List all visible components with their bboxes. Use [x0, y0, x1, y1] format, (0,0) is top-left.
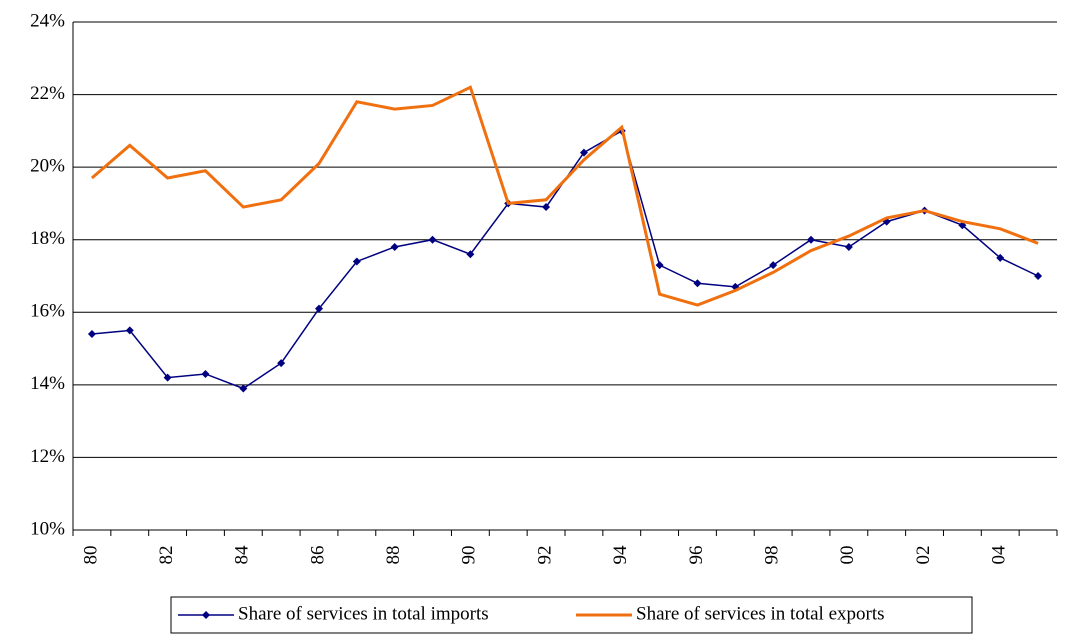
point-marker: [844, 242, 853, 251]
y-tick-label: 14%: [30, 373, 65, 394]
y-tick-label: 18%: [30, 228, 65, 249]
point-marker: [542, 203, 551, 212]
x-tick-label: 90: [459, 546, 480, 565]
point-marker: [769, 261, 778, 270]
x-tick-label: 88: [383, 546, 404, 565]
point-marker: [163, 373, 172, 382]
y-tick-label: 22%: [30, 83, 65, 104]
y-tick-label: 10%: [30, 518, 65, 539]
x-tick-label: 84: [232, 545, 253, 565]
x-tick-label: 04: [989, 545, 1010, 565]
y-tick-label: 20%: [30, 156, 65, 177]
legend-marker: [202, 611, 210, 619]
point-marker: [315, 304, 323, 313]
legend-box: [170, 596, 973, 634]
series-line: [91, 129, 1039, 390]
x-tick-label: 96: [686, 546, 707, 565]
x-tick-label: 94: [610, 545, 631, 565]
point-marker: [996, 253, 1005, 262]
point-marker: [87, 330, 96, 339]
point-marker: [807, 235, 815, 244]
legend-label: Share of services in total exports: [636, 603, 885, 624]
point-marker: [125, 326, 134, 335]
x-tick-label: 02: [913, 546, 934, 565]
point-marker: [428, 235, 437, 244]
y-tick-label: 24%: [30, 10, 65, 31]
point-marker: [277, 359, 286, 368]
x-tick-label: 92: [534, 546, 555, 565]
point-marker: [1034, 272, 1043, 280]
series-line: [90, 85, 1039, 307]
x-tick-label: 86: [307, 546, 328, 565]
x-tick-label: 00: [837, 546, 858, 565]
point-marker: [579, 148, 588, 157]
point-marker: [693, 279, 702, 288]
legend-label: Share of services in total imports: [238, 603, 489, 624]
point-marker: [655, 261, 664, 270]
y-tick-label: 16%: [30, 301, 65, 322]
x-tick-label: 98: [762, 546, 783, 565]
point-marker: [352, 257, 361, 266]
x-tick-label: 82: [156, 546, 177, 565]
point-marker: [201, 369, 210, 378]
point-marker: [239, 384, 248, 393]
y-tick-label: 12%: [30, 446, 65, 467]
x-tick-label: 80: [80, 546, 101, 565]
point-marker: [390, 242, 399, 251]
point-marker: [466, 250, 475, 259]
